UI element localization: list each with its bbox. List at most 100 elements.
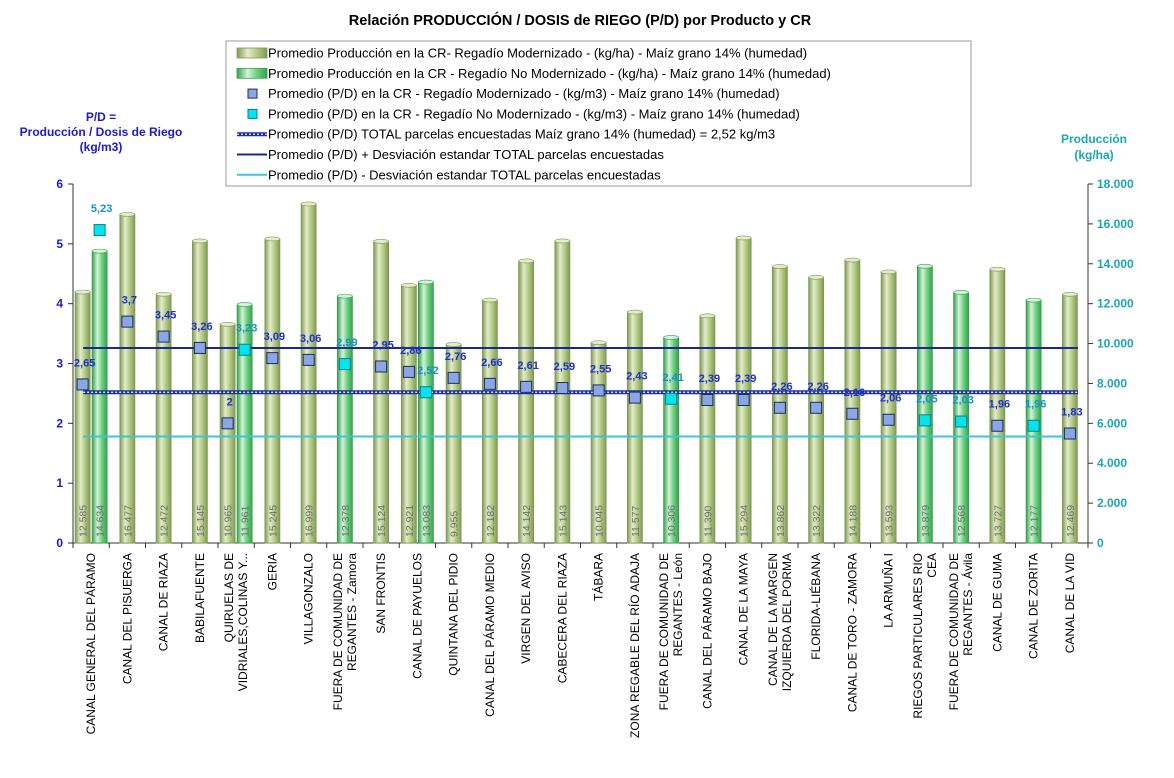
bar-modernizado bbox=[119, 213, 136, 544]
bar-modernizado-value: 11.577 bbox=[630, 506, 642, 537]
category-label: TÁBARA bbox=[591, 553, 606, 601]
pd-marker-no-modernizado bbox=[238, 343, 251, 356]
bar-no-modernizado-top bbox=[337, 293, 353, 299]
category-label: FLORIDA-LIÉBANA bbox=[808, 553, 823, 660]
category-label: GERIA bbox=[265, 553, 279, 590]
pd-marker-modernizado bbox=[402, 365, 415, 378]
pd-marker-no-modernizado bbox=[338, 358, 351, 371]
bar-no-modernizado bbox=[417, 281, 434, 544]
pd-marker-modernizado bbox=[810, 401, 823, 414]
right-tick-label: 8.000 bbox=[1097, 376, 1127, 390]
bar-modernizado-top bbox=[264, 236, 281, 242]
left-axis-title: P/D =Producción / Dosis de Riego(kg/m3) bbox=[20, 110, 183, 154]
right-tick-label: 14.000 bbox=[1097, 257, 1134, 271]
bar-modernizado-value: 15.143 bbox=[557, 505, 569, 537]
pd-marker-modernizado bbox=[1063, 427, 1076, 440]
bar-no-modernizado-top bbox=[1025, 297, 1042, 303]
bar-no-modernizado-top bbox=[418, 279, 434, 285]
left-tick-label: 0 bbox=[56, 536, 63, 550]
left-tick-label: 4 bbox=[56, 297, 63, 311]
category-label: CANAL DE LA MAYA bbox=[737, 553, 751, 665]
bar-no-modernizado-value: 13.879 bbox=[920, 505, 932, 537]
pd-label-modernizado: 2,61 bbox=[517, 360, 538, 372]
left-tick-label: 1 bbox=[56, 476, 63, 490]
pd-label-no-modernizado: 1,96 bbox=[1025, 399, 1046, 411]
legend-symbol bbox=[247, 108, 258, 119]
bar-no-modernizado-value: 11.961 bbox=[240, 506, 252, 537]
category-label: REGANTES - Ávila bbox=[960, 553, 975, 656]
bar-modernizado-value: 12.472 bbox=[159, 505, 171, 537]
bar-modernizado-value: 10.045 bbox=[594, 505, 606, 537]
chart-title: Relación PRODUCCIÓN / DOSIS de RIEGO (P/… bbox=[349, 11, 812, 29]
left-axis-title-line: (kg/m3) bbox=[80, 140, 123, 154]
category-label: QUIRUELAS DE bbox=[222, 553, 236, 642]
legend-entry-text: Promedio Producción en la CR- Regadío Mo… bbox=[268, 46, 807, 61]
pd-label-modernizado: 2,66 bbox=[481, 357, 502, 369]
category-label: CANAL DE RIAZA bbox=[157, 553, 171, 651]
bar-modernizado bbox=[400, 284, 417, 544]
bar-modernizado bbox=[880, 271, 897, 544]
pd-label-modernizado: 2,26 bbox=[807, 381, 828, 393]
right-axis-title-line: Producción bbox=[1061, 132, 1127, 146]
left-axis-title-line: Producción / Dosis de Riego bbox=[20, 125, 183, 139]
category-label: SAN FRONTIS bbox=[374, 553, 388, 634]
bar-modernizado-top bbox=[119, 212, 136, 217]
pd-label-no-modernizado: 2,03 bbox=[952, 395, 973, 407]
right-tick-label: 0 bbox=[1097, 536, 1104, 550]
bar-no-modernizado-top bbox=[236, 302, 253, 307]
legend-entry-text: Promedio (P/D) + Desviación estandar TOT… bbox=[268, 147, 664, 162]
right-tick-label: 6.000 bbox=[1097, 416, 1127, 430]
bar-modernizado-value: 15.294 bbox=[739, 505, 751, 537]
category-label: CANAL DEL PISUERGA bbox=[120, 553, 134, 684]
bar-modernizado-value: 16.999 bbox=[304, 505, 316, 537]
pd-label-no-modernizado: 2,52 bbox=[417, 365, 438, 377]
category-label: VILLAGONZALO bbox=[302, 553, 316, 644]
plot-area: 0 1 2 3 4 5 6 0 2.000 4.000 6.000 8.000 10.000 12.000… bbox=[56, 177, 1134, 738]
category-label: CANAL DEL PÁRAMO MEDIO bbox=[482, 553, 497, 717]
category-label: QUINTANA DEL PIDIO bbox=[447, 553, 461, 676]
bar-modernizado-top bbox=[373, 239, 389, 244]
bar-no-modernizado-value: 13.083 bbox=[421, 505, 433, 537]
bar-modernizado-value: 15.124 bbox=[376, 505, 388, 537]
pd-marker-no-modernizado bbox=[955, 415, 968, 428]
bar-modernizado-value: 13.727 bbox=[992, 505, 1004, 537]
category-label: VIDRIALES,COLINAS Y... bbox=[236, 553, 250, 691]
pd-label-modernizado: 1,83 bbox=[1061, 407, 1082, 419]
legend-box bbox=[225, 40, 972, 187]
category-label: CANAL DEL PÁRAMO BAJO bbox=[699, 553, 714, 709]
left-tick-label: 3 bbox=[56, 357, 63, 371]
right-tick-label: 12.000 bbox=[1097, 297, 1134, 311]
pd-label-modernizado: 2,55 bbox=[590, 363, 611, 375]
pd-marker-modernizado bbox=[302, 353, 315, 366]
category-label: CANAL DE TORO - ZAMORA bbox=[845, 553, 859, 712]
legend-symbol bbox=[236, 47, 268, 59]
bar-modernizado-value: 10.965 bbox=[223, 505, 235, 537]
pd-marker-no-modernizado bbox=[93, 224, 106, 237]
bar-modernizado-top bbox=[880, 269, 897, 275]
category-label: RIEGOS PARTICULARES RIO bbox=[911, 553, 925, 719]
category-label: ZONA REGABLE DEL RÍO ADAJA bbox=[627, 553, 642, 738]
pd-marker-modernizado bbox=[773, 401, 786, 414]
legend-entry-text: Promedio (P/D) TOTAL parcelas encuestada… bbox=[268, 127, 775, 142]
pd-label-modernizado: 3,09 bbox=[264, 331, 285, 343]
legend-symbol bbox=[236, 67, 268, 79]
pd-label-modernizado: 2,16 bbox=[844, 387, 865, 399]
pd-marker-no-modernizado bbox=[665, 392, 678, 405]
bar-modernizado-top bbox=[445, 342, 462, 347]
bar-modernizado-value: 12.182 bbox=[485, 505, 497, 537]
bar-no-modernizado-value: 12.568 bbox=[956, 505, 968, 537]
bar-modernizado-top bbox=[844, 257, 861, 263]
pd-label-modernizado: 2,26 bbox=[771, 381, 792, 393]
pd-label-modernizado: 2,95 bbox=[372, 339, 393, 351]
category-label: CANAL DE LA MARGEN bbox=[766, 553, 780, 686]
bar-modernizado-value: 11.390 bbox=[702, 506, 714, 537]
pd-marker-modernizado bbox=[520, 380, 533, 393]
category-label: VIRGEN DEL AVISO bbox=[519, 553, 533, 664]
left-tick-label: 5 bbox=[56, 237, 63, 251]
bar-modernizado-value: 13.593 bbox=[884, 505, 896, 537]
pd-label-modernizado: 2,39 bbox=[699, 373, 720, 385]
right-axis-title-line: (kg/ha) bbox=[1074, 148, 1113, 162]
category-label: BABILAFUENTE bbox=[193, 553, 207, 643]
bar-modernizado-value: 16.477 bbox=[122, 505, 134, 537]
bar-no-modernizado-value: 12.177 bbox=[1029, 505, 1041, 537]
